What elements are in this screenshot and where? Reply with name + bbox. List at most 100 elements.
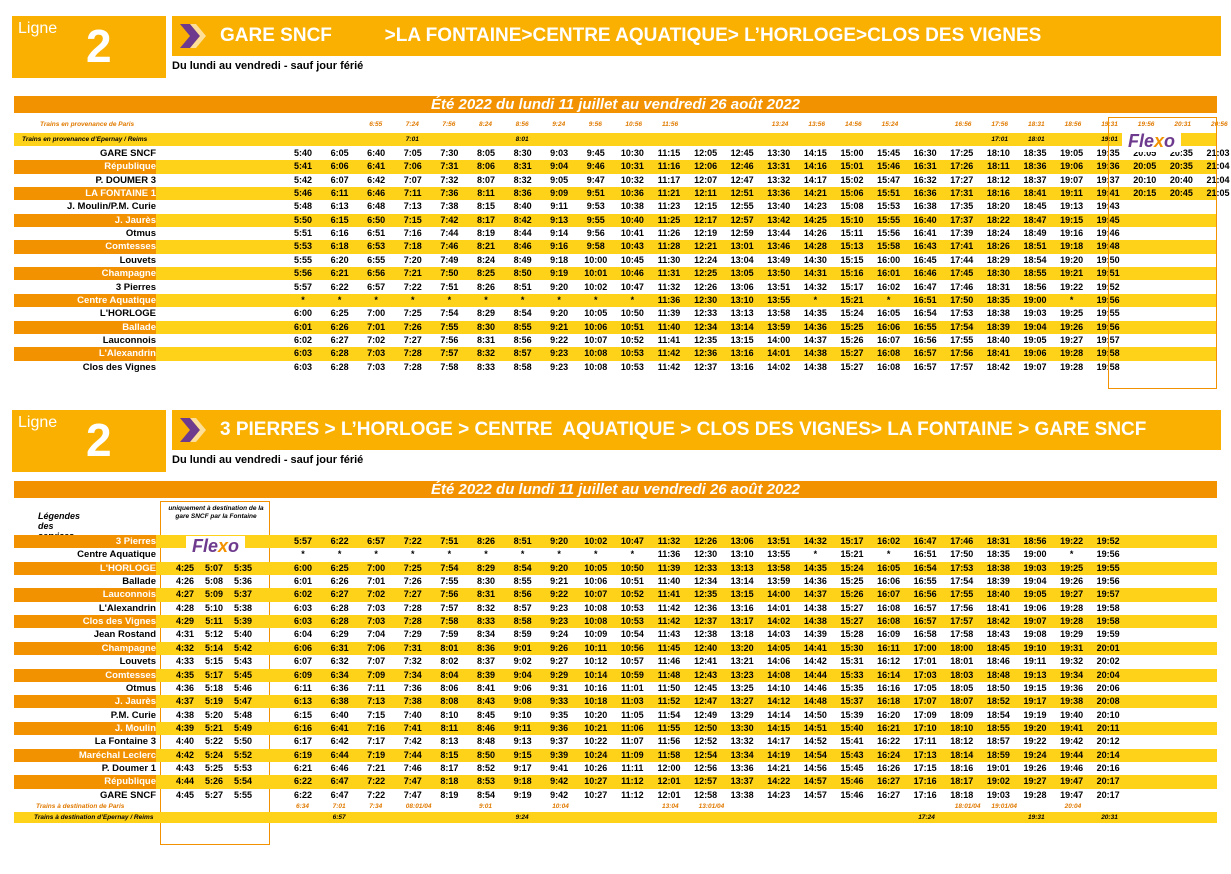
time-cell: 12:34 bbox=[694, 321, 718, 332]
time-cell: 6:22 bbox=[330, 536, 349, 546]
time-cell: 12:45 bbox=[694, 682, 718, 693]
time-cell: 18:42 bbox=[986, 616, 1010, 627]
time-cell: 11:28 bbox=[657, 241, 681, 252]
time-cell: 5:50 bbox=[293, 214, 312, 225]
time-cell: 6:13 bbox=[330, 201, 349, 212]
paris-train-time: 13:04 bbox=[662, 803, 679, 810]
time-cell: 18:51 bbox=[1023, 241, 1047, 252]
table-row: L'HORLOGE 4:25 5:07 5:35 6:00 6:25 7:00 7:25 7:5… bbox=[14, 561, 1217, 575]
time-cell: 7:03 bbox=[367, 361, 386, 372]
time-cell: 6:02 bbox=[293, 334, 312, 345]
stop-name: République bbox=[14, 160, 156, 174]
time-cell: 6:00 bbox=[293, 562, 312, 573]
time-cell: 11:56 bbox=[657, 736, 681, 747]
table-row: Clos des Vignes 4:29 5:11 5:39 6:03 6:28 7:03 7… bbox=[14, 615, 1217, 629]
time-cell: 19:03 bbox=[1023, 562, 1047, 573]
time-cell: 10:52 bbox=[620, 589, 644, 600]
time-cell: 10:53 bbox=[620, 616, 644, 627]
table-row: P. Doumer 1 4:43 5:25 5:53 6:21 6:46 7:21 7:46 8… bbox=[14, 762, 1217, 775]
flexo-time-cell: 5:47 bbox=[233, 696, 252, 707]
time-cell: 6:17 bbox=[293, 736, 312, 747]
time-cell: 5:53 bbox=[293, 241, 312, 252]
time-cell: 9:56 bbox=[586, 228, 605, 239]
time-cell: 7:49 bbox=[440, 254, 459, 265]
flexo-logo: Flexo bbox=[1122, 131, 1182, 152]
time-cell: 7:04 bbox=[367, 629, 386, 640]
paris-train-time: 14:56 bbox=[845, 121, 862, 128]
time-cell: 13:46 bbox=[767, 241, 791, 252]
time-cell: 16:54 bbox=[913, 308, 937, 319]
time-cell: 6:21 bbox=[293, 762, 312, 773]
time-cell: 18:55 bbox=[986, 722, 1010, 733]
time-cell: 7:09 bbox=[367, 669, 386, 680]
time-cell: 14:17 bbox=[803, 174, 827, 185]
time-cell: 6:57 bbox=[367, 281, 386, 292]
paris-train-time: 18:56 bbox=[1064, 121, 1082, 128]
time-cell: 7:50 bbox=[440, 268, 459, 279]
time-cell: 12:06 bbox=[694, 161, 718, 172]
time-cell: 19:28 bbox=[1060, 602, 1084, 613]
stop-name: Louvets bbox=[119, 254, 156, 266]
time-cell: 15:56 bbox=[877, 228, 901, 239]
time-cell: 5:57 bbox=[293, 536, 312, 546]
time-cell: 8:30 bbox=[476, 321, 495, 332]
paris-train-time: 7:24 bbox=[405, 121, 419, 128]
time-cell: 14:35 bbox=[803, 308, 827, 319]
time-cell: 9:35 bbox=[550, 709, 569, 720]
time-cell: 13:16 bbox=[730, 361, 754, 372]
time-cell: 7:16 bbox=[367, 722, 386, 733]
time-cell: 6:22 bbox=[293, 776, 312, 787]
time-cell: 20:10 bbox=[1096, 709, 1120, 720]
flexo-time-cell: 5:18 bbox=[204, 682, 223, 693]
time-cell: 13:37 bbox=[730, 776, 754, 787]
time-cell: 14:30 bbox=[803, 254, 827, 265]
flexo-time-cell: 5:21 bbox=[204, 722, 223, 733]
flexo-time-cell: 5:54 bbox=[233, 776, 252, 787]
time-cell: 15:46 bbox=[840, 789, 864, 800]
time-cell: 18:17 bbox=[950, 776, 974, 787]
flexo-time-cell: 5:10 bbox=[204, 602, 223, 613]
stop-name: Comtesses bbox=[14, 668, 156, 682]
route-text: GARE SNCF >LA FONTAINE>CENTRE AQUATIQUE>… bbox=[220, 25, 1042, 46]
time-cell: 16:08 bbox=[877, 616, 901, 627]
time-cell: * bbox=[813, 294, 818, 305]
time-cell: 8:41 bbox=[476, 682, 495, 693]
time-cell: 12:58 bbox=[694, 789, 718, 800]
time-cell: 10:31 bbox=[620, 161, 644, 172]
time-cell: 12:30 bbox=[694, 294, 718, 305]
flexo-time-cell: 4:27 bbox=[175, 589, 194, 600]
stop-name: J. Jaurès bbox=[14, 695, 156, 709]
flexo-time-cell: 5:36 bbox=[233, 576, 252, 587]
time-cell: 10:54 bbox=[620, 629, 644, 640]
time-cell: 10:21 bbox=[584, 722, 608, 733]
time-cell: 7:22 bbox=[403, 536, 422, 546]
table-row: Maréchal Leclerc 4:42 5:24 5:52 6:19 6:44 7:19… bbox=[14, 748, 1217, 762]
time-cell: 18:41 bbox=[986, 348, 1010, 359]
time-cell: 15:25 bbox=[840, 321, 864, 332]
time-cell: 6:03 bbox=[293, 616, 312, 627]
time-cell: 16:55 bbox=[913, 321, 937, 332]
time-cell: 12:52 bbox=[694, 736, 718, 747]
time-cell: 18:50 bbox=[986, 682, 1010, 693]
time-cell: 10:36 bbox=[620, 188, 644, 199]
time-cell: 7:55 bbox=[440, 321, 459, 332]
time-cell: 9:11 bbox=[550, 201, 568, 212]
time-cell: 18:16 bbox=[950, 762, 974, 773]
time-cell: 11:06 bbox=[621, 722, 644, 733]
table-row: Lauconnois 6:02 6:27 7:02 7:27 7:56 8:31 8:56 9:… bbox=[14, 334, 1217, 347]
time-cell: 14:22 bbox=[767, 776, 791, 787]
time-cell: 18:01 bbox=[950, 656, 974, 667]
time-cell: 14:36 bbox=[803, 576, 827, 587]
time-cell: 18:41 bbox=[1023, 188, 1047, 199]
time-cell: 14:01 bbox=[767, 348, 791, 359]
time-cell: 13:16 bbox=[730, 602, 754, 613]
time-cell: 6:21 bbox=[330, 268, 349, 279]
time-cell: 19:31 bbox=[1060, 642, 1084, 653]
time-cell: 16:56 bbox=[913, 589, 937, 600]
paris-train-time: 16:56 bbox=[954, 121, 972, 128]
time-cell: 16:36 bbox=[913, 188, 937, 199]
time-cell: 8:51 bbox=[513, 536, 532, 546]
time-cell: 14:46 bbox=[803, 682, 827, 693]
ligne-number: 2 bbox=[86, 414, 112, 466]
time-cell: 10:05 bbox=[584, 308, 608, 319]
